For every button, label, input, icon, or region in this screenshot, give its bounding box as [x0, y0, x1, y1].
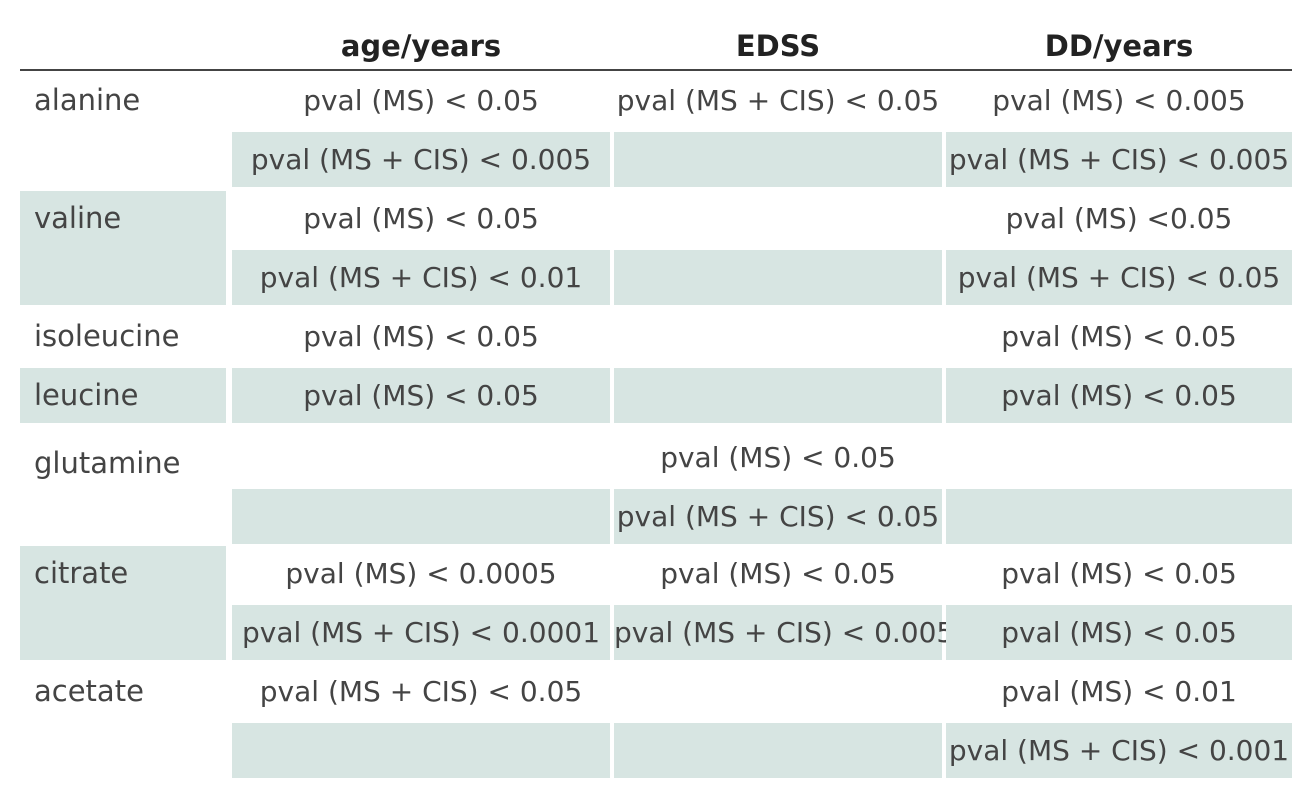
cell-alanine-dd-years-1: pval (MS) < 0.005	[992, 84, 1246, 117]
cell-isoleucine-edss-1	[614, 309, 942, 364]
cell-alanine-edss-1: pval (MS + CIS) < 0.05	[616, 84, 940, 117]
cell-acetate-age-years-1: pval (MS + CIS) < 0.05	[259, 675, 583, 708]
cell-glutamine-dd-years-2	[946, 489, 1292, 544]
cell-citrate-age-years-2: pval (MS + CIS) < 0.0001	[232, 605, 610, 660]
cell-glutamine-age-years-1	[232, 430, 610, 485]
header-edss: EDSS	[735, 29, 821, 63]
cell-valine-age-years-2: pval (MS + CIS) < 0.01	[232, 250, 610, 305]
cell-isoleucine-age-years-1: pval (MS) < 0.05	[303, 320, 539, 353]
cell-acetate-edss-1	[614, 664, 942, 719]
row-label-isoleucine: isoleucine	[34, 319, 180, 353]
cell-citrate-edss-2: pval (MS + CIS) < 0.005	[614, 605, 954, 660]
cell-valine-edss-1	[614, 191, 942, 246]
cell-leucine-age-years-1: pval (MS) < 0.05	[232, 368, 610, 423]
row-label-valine: valine	[20, 191, 226, 305]
cell-citrate-age-years-1: pval (MS) < 0.0005	[285, 557, 557, 590]
cell-alanine-age-years-2: pval (MS + CIS) < 0.005	[232, 132, 610, 187]
header-age-years: age/years	[340, 29, 502, 63]
cell-valine-dd-years-2: pval (MS + CIS) < 0.05	[946, 250, 1292, 305]
cell-alanine-age-years-1: pval (MS) < 0.05	[303, 84, 539, 117]
cell-citrate-edss-1: pval (MS) < 0.05	[660, 557, 896, 590]
cell-glutamine-edss-2: pval (MS + CIS) < 0.05	[614, 489, 942, 544]
row-label-leucine: leucine	[20, 368, 226, 423]
cell-acetate-dd-years-1: pval (MS) < 0.01	[1001, 675, 1237, 708]
cell-acetate-edss-2	[614, 723, 942, 778]
cell-leucine-dd-years-1: pval (MS) < 0.05	[946, 368, 1292, 423]
row-label-glutamine: glutamine	[34, 446, 181, 480]
cell-alanine-dd-years-2: pval (MS + CIS) < 0.005	[946, 132, 1292, 187]
cell-valine-age-years-1: pval (MS) < 0.05	[303, 202, 539, 235]
cell-alanine-edss-2	[614, 132, 942, 187]
cell-acetate-age-years-2	[232, 723, 610, 778]
header-rule	[20, 69, 1292, 71]
cell-glutamine-dd-years-1	[946, 430, 1292, 485]
cell-glutamine-age-years-2	[232, 489, 610, 544]
cell-acetate-dd-years-2: pval (MS + CIS) < 0.001	[946, 723, 1292, 778]
row-label-acetate: acetate	[34, 674, 144, 708]
cell-valine-edss-2	[614, 250, 942, 305]
header-dd-years: DD/years	[1044, 29, 1194, 63]
cell-valine-dd-years-1: pval (MS) <0.05	[1005, 202, 1233, 235]
cell-citrate-dd-years-1: pval (MS) < 0.05	[1001, 557, 1237, 590]
row-label-alanine: alanine	[34, 83, 141, 117]
cell-isoleucine-dd-years-1: pval (MS) < 0.05	[1001, 320, 1237, 353]
cell-leucine-edss-1	[614, 368, 942, 423]
cell-glutamine-edss-1: pval (MS) < 0.05	[660, 441, 896, 474]
cell-citrate-dd-years-2: pval (MS) < 0.05	[946, 605, 1292, 660]
row-label-citrate: citrate	[20, 546, 226, 660]
